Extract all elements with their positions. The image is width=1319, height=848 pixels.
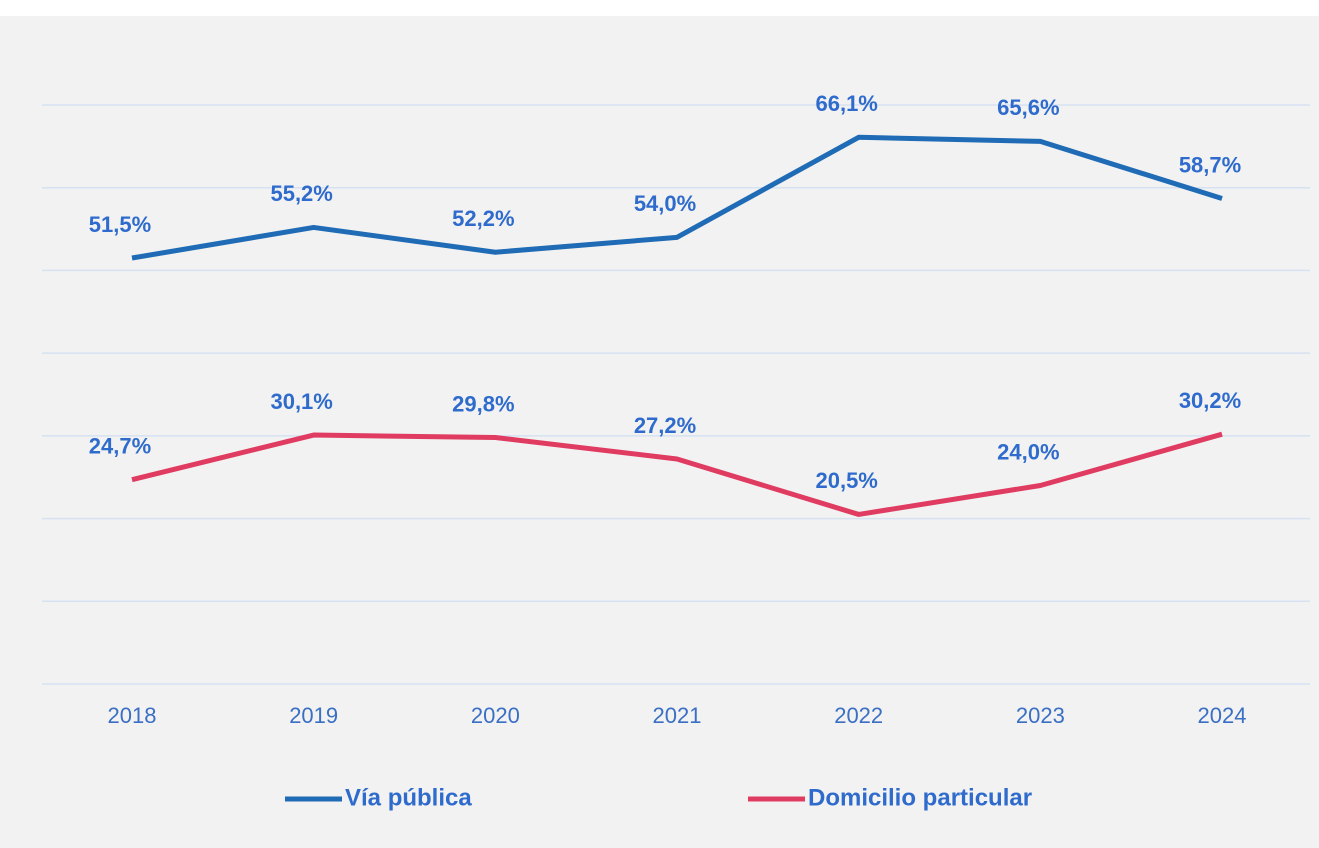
x-tick-label: 2020 — [471, 703, 520, 728]
data-label: 20,5% — [815, 468, 877, 493]
data-label: 30,2% — [1179, 388, 1241, 413]
legend-label: Domicilio particular — [808, 784, 1032, 811]
data-label: 55,2% — [270, 181, 332, 206]
x-tick-label: 2019 — [289, 703, 338, 728]
series-line — [131, 431, 1223, 517]
x-tick-label: 2022 — [834, 703, 883, 728]
x-tick-label: 2021 — [653, 703, 702, 728]
data-label: 30,1% — [270, 389, 332, 414]
x-tick-label: 2024 — [1198, 703, 1247, 728]
chart-background — [0, 16, 1319, 848]
series-line — [131, 134, 1223, 261]
data-label: 58,7% — [1179, 152, 1241, 177]
data-label: 24,7% — [89, 434, 151, 459]
legend-label: Vía pública — [345, 784, 472, 811]
x-tick-label: 2018 — [108, 703, 157, 728]
data-label: 24,0% — [997, 439, 1059, 464]
data-label: 54,0% — [634, 191, 696, 216]
data-label: 52,2% — [452, 206, 514, 231]
data-label: 27,2% — [634, 413, 696, 438]
data-label: 51,5% — [89, 212, 151, 237]
data-label: 65,6% — [997, 95, 1059, 120]
x-tick-label: 2023 — [1016, 703, 1065, 728]
data-label: 29,8% — [452, 391, 514, 416]
data-label: 66,1% — [815, 91, 877, 116]
